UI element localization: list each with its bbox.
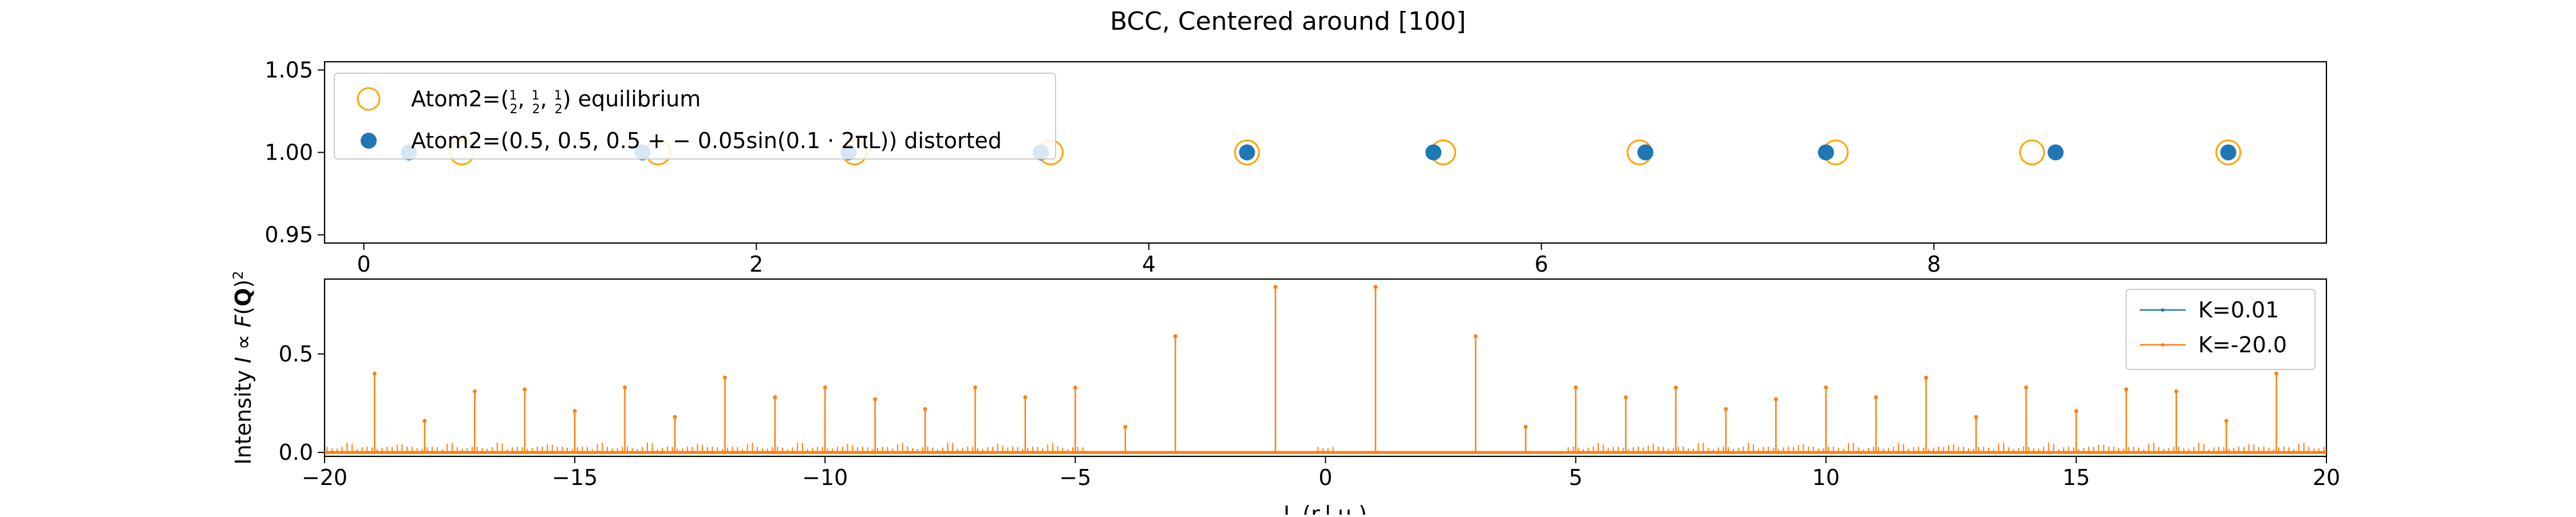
k20-peak-marker	[2124, 387, 2128, 392]
k20-peak-marker	[923, 407, 927, 411]
k20-peak-marker	[422, 419, 427, 423]
k20-peak-marker	[1273, 285, 1278, 289]
k20-peak-marker	[1373, 285, 1378, 289]
k20-peak-marker	[1773, 397, 1778, 401]
k20-peak-marker	[973, 385, 978, 389]
k20-peak-marker	[1073, 385, 1077, 389]
k20-peak-marker	[1724, 407, 1728, 411]
intensity-x-ticks: −20 −15 −10 −5 0 5 10 15 20	[302, 456, 2340, 490]
scatter-x-tick-label: 0	[357, 252, 370, 277]
intensity-y-axis-label: Intensity I ∝ F(Q)2	[230, 271, 256, 464]
k20-peak-marker	[1123, 424, 1128, 429]
legend-k001-label: K=0.01	[2198, 297, 2279, 323]
k20-peak-marker	[472, 389, 477, 393]
intensity-x-tick-label: 15	[2063, 465, 2090, 490]
intensity-plot-area	[323, 278, 2328, 458]
k20-peak-marker	[722, 375, 727, 380]
intensity-x-tick-label: 5	[1569, 465, 1583, 490]
distorted-point	[1425, 144, 1442, 161]
k20-peak-marker	[823, 385, 827, 389]
figure-title: BCC, Centered around [100]	[1110, 7, 1466, 36]
legend-distorted-label: Atom2=(0.5, 0.5, 0.5 + − 0.05sin(0.1 · 2…	[411, 128, 1002, 153]
scatter-legend: Atom2=(1 2, 1 2, 1 2) equilibrium Atom2=(0.…	[334, 73, 1056, 160]
equilibrium-point	[1234, 140, 1260, 165]
intensity-y-ticks: 0.0 0.5	[279, 341, 325, 465]
intensity-marks	[325, 285, 2326, 454]
k20-peak-marker	[2274, 371, 2279, 376]
k20-peak-marker	[1023, 395, 1028, 400]
scatter-y-tick-label: 0.95	[264, 222, 313, 248]
legend-open-circle-icon	[357, 87, 381, 111]
intensity-x-tick-label: 20	[2313, 465, 2340, 490]
distorted-point	[1818, 144, 1834, 161]
distorted-point	[2047, 144, 2064, 161]
k20-peak-marker	[873, 397, 878, 401]
intensity-x-tick-label: 10	[1812, 465, 1840, 490]
k20-peak-marker	[1173, 334, 1178, 339]
scatter-y-tick-label: 1.05	[264, 57, 313, 82]
intensity-y-tick-label: 0.0	[279, 440, 313, 465]
intensity-x-tick-label: −10	[802, 465, 848, 490]
intensity-x-axis-label: L (r.l.u.)	[1283, 502, 1367, 515]
k20-peak-marker	[1874, 395, 1878, 400]
k20-peak-marker	[1824, 385, 1828, 389]
intensity-x-tick-label: 0	[1318, 465, 1332, 490]
legend-k20-marker-icon	[2161, 343, 2164, 347]
scatter-legend-box	[334, 73, 1056, 160]
k20-peak-marker	[1673, 385, 1678, 389]
legend-filled-circle-icon	[361, 133, 377, 149]
legend-k20-label: K=-20.0	[2198, 332, 2287, 357]
intensity-panel: 0.0 0.5 −20 −15 −10 −5 0 5 10 15 20 Intensity I ∝…	[230, 271, 2340, 517]
k20-peak-marker	[2224, 419, 2229, 423]
k20-peak-marker	[673, 415, 677, 419]
k20-peak-marker	[1574, 385, 1578, 389]
distorted-point	[2220, 144, 2237, 161]
k20-peak-marker	[1924, 375, 1929, 380]
k20-peak-marker	[523, 387, 527, 392]
scatter-panel: 0.95 1.00 1.05 0 2 4 6 8 Atom2=(1 2, 1 2, 1 2) eq…	[264, 57, 2328, 277]
equilibrium-point	[2215, 140, 2242, 165]
distorted-point	[1239, 144, 1255, 161]
k20-peak-marker	[2074, 409, 2079, 413]
scatter-y-ticks: 0.95 1.00 1.05	[264, 57, 325, 248]
legend-k001-marker-icon	[2161, 308, 2164, 312]
equilibrium-point	[2019, 140, 2045, 165]
k20-peak-marker	[572, 409, 577, 413]
k20-peak-marker	[1974, 415, 1978, 419]
legend-equilibrium-label: Atom2=(1 2, 1 2, 1 2) equilibrium	[411, 86, 701, 117]
k20-peak-marker	[2174, 389, 2179, 393]
k20-peak-marker	[623, 385, 627, 389]
intensity-y-tick-label: 0.5	[279, 341, 313, 367]
scatter-x-tick-label: 4	[1142, 252, 1156, 277]
k20-peak-marker	[773, 395, 777, 400]
scatter-x-ticks: 0 2 4 6 8	[357, 243, 1941, 277]
scatter-x-tick-label: 2	[749, 252, 763, 277]
intensity-x-tick-label: −20	[302, 465, 347, 490]
intensity-x-tick-label: −15	[552, 465, 598, 490]
scatter-x-tick-label: 8	[1927, 252, 1941, 277]
scatter-x-tick-label: 6	[1535, 252, 1548, 277]
distorted-point	[1637, 144, 1654, 161]
k20-peak-marker	[1473, 334, 1478, 339]
intensity-x-tick-label: −5	[1059, 465, 1091, 490]
scatter-y-tick-label: 1.00	[264, 140, 313, 165]
k20-peak-marker	[1523, 424, 1528, 429]
k20-peak-marker	[2024, 385, 2028, 389]
k20-peak-marker	[1623, 395, 1628, 400]
k20-peak-marker	[372, 371, 377, 376]
intensity-legend: K=0.01 K=-20.0	[2125, 289, 2316, 370]
